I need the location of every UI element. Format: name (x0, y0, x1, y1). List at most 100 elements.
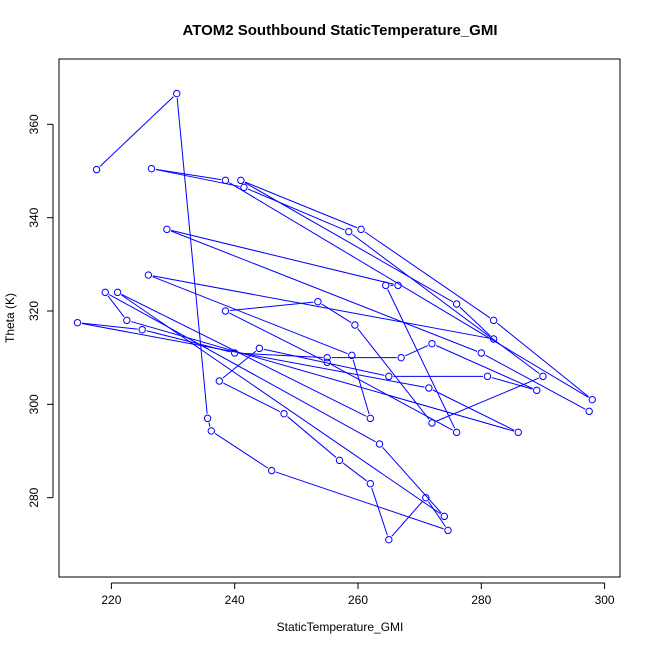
data-point (173, 89, 181, 98)
series-segment (357, 328, 430, 420)
data-point (514, 428, 522, 437)
series-segment (427, 501, 446, 527)
series-segment (435, 345, 533, 389)
plot-frame (58, 58, 621, 578)
data-point (489, 335, 498, 343)
data-point (323, 358, 331, 367)
series-segment (382, 447, 442, 514)
data-point (440, 512, 449, 521)
series-segment (371, 487, 388, 536)
data-point (394, 281, 402, 290)
series-segment (342, 462, 368, 482)
series-segment (152, 275, 490, 339)
data-point (207, 427, 215, 435)
series-segment (239, 352, 323, 358)
series-segment (155, 168, 222, 181)
data-point (314, 297, 322, 306)
data-point (138, 325, 146, 334)
data-point (163, 225, 171, 234)
x-tick-label: 240 (225, 593, 245, 607)
series-segment (131, 321, 515, 432)
series-segment (120, 294, 441, 515)
series-segment (432, 389, 515, 431)
y-tick-label: 280 (27, 487, 41, 507)
series-segment (121, 293, 367, 417)
data-point (335, 456, 344, 465)
data-point (323, 353, 331, 362)
data-point (382, 281, 390, 290)
data-point (101, 288, 109, 297)
series-segment (275, 471, 444, 530)
series-segment (214, 432, 269, 469)
series-segment (391, 500, 424, 537)
data-point (452, 300, 461, 308)
series-segment (405, 345, 429, 357)
data-point (203, 414, 212, 423)
data-point (483, 372, 492, 381)
series-segment (229, 312, 324, 361)
data-point (348, 351, 356, 360)
y-axis-label: Theta (K) (3, 293, 17, 343)
series-segment (152, 276, 348, 355)
series-segment (244, 181, 358, 229)
data-point (425, 384, 433, 392)
series-segment (81, 322, 138, 330)
chart-title: ATOM2 Southbound StaticTemperature_GMI (182, 22, 497, 39)
series-segment (459, 306, 491, 337)
series-segment (108, 294, 376, 443)
y-tick-label: 300 (27, 394, 41, 414)
data-point (375, 440, 384, 448)
y-tick-label: 320 (27, 301, 41, 321)
data-point (533, 386, 541, 395)
data-point (366, 414, 375, 423)
data-point (345, 227, 353, 236)
series-segment (223, 382, 281, 413)
data-point (240, 183, 248, 192)
data-point (351, 321, 359, 329)
data-point (585, 407, 593, 416)
data-point (221, 176, 230, 185)
series-segment (229, 182, 589, 398)
data-point (73, 318, 82, 327)
series-segment (229, 301, 314, 312)
data-point (452, 428, 461, 437)
x-tick-label: 260 (348, 593, 368, 607)
series-segment (176, 97, 208, 414)
data-point (92, 165, 101, 174)
x-axis-label: StaticTemperature_GMI (277, 620, 404, 634)
series-segment (352, 359, 370, 415)
x-tick-label: 300 (595, 593, 615, 607)
x-tick-label: 220 (101, 593, 121, 607)
data-point (397, 353, 405, 362)
data-point (237, 176, 245, 185)
series-segment (287, 416, 337, 458)
series-segment (107, 295, 125, 318)
y-tick-label: 360 (27, 114, 41, 134)
data-point (385, 535, 393, 544)
series-segment (330, 364, 453, 431)
y-axis: 280 300 320 340 360 (27, 114, 54, 508)
x-axis: 220 240 260 280 300 (101, 582, 615, 607)
data-point (357, 225, 365, 234)
data-series (73, 89, 596, 544)
series-segment (435, 377, 539, 422)
x-tick-label: 280 (471, 593, 491, 607)
data-point (215, 377, 223, 385)
series-segment (491, 377, 533, 390)
data-point (123, 316, 131, 325)
series-segment (364, 231, 491, 319)
data-point (230, 349, 239, 357)
data-point (489, 316, 498, 325)
data-point (444, 526, 452, 535)
series-segment (387, 289, 456, 429)
data-point (428, 339, 436, 348)
data-point (422, 493, 430, 502)
data-point (221, 307, 230, 315)
data-point (144, 271, 153, 279)
data-point (385, 372, 393, 381)
series-segment (247, 188, 345, 231)
data-point (267, 466, 276, 475)
series-segment (171, 229, 394, 285)
series-segment (170, 230, 478, 352)
